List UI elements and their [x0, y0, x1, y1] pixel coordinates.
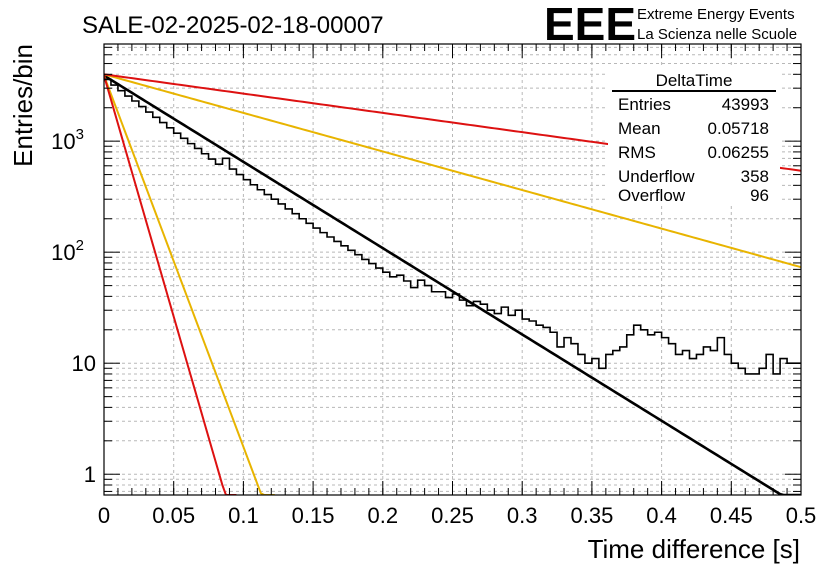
logo-line1: Extreme Energy Events: [637, 6, 795, 23]
y-axis-label: Entries/bin: [8, 44, 38, 167]
x-tick-label: 0.4: [646, 503, 677, 528]
fit-band-line: [104, 75, 237, 495]
stats-value-underflow: 358: [741, 167, 769, 186]
logo: EEE Extreme Energy Events La Scienza nel…: [544, 0, 797, 50]
stats-box: DeltaTime Entries 43993 Mean 0.05718 RMS…: [608, 66, 780, 206]
chart-title: SALE-02-2025-02-18-00007: [82, 12, 384, 39]
logo-line2: La Scienza nelle Scuole: [637, 26, 797, 43]
stats-label-underflow: Underflow: [618, 167, 695, 186]
fit-line: [104, 74, 801, 495]
axis-ticks: [103, 44, 802, 495]
histogram-line: [104, 78, 801, 375]
stats-name: DeltaTime: [656, 71, 733, 90]
fit-band-line: [104, 73, 801, 269]
fit-band-line: [104, 75, 275, 495]
y-tick-labels: 1 10 102 103: [51, 126, 96, 487]
y-tick-label: 10: [72, 351, 96, 376]
stats-label-entries: Entries: [618, 95, 671, 114]
stats-label-rms: RMS: [618, 143, 656, 162]
x-tick-label: 0.1: [228, 503, 259, 528]
x-tick-label: 0.15: [292, 503, 335, 528]
y-tick-label: 1: [84, 462, 96, 487]
y-tick-label: 102: [51, 237, 84, 265]
x-tick-label: 0.25: [431, 503, 474, 528]
stats-value-mean: 0.05718: [708, 119, 769, 138]
logo-mark: EEE: [544, 0, 636, 50]
stats-value-entries: 43993: [722, 95, 769, 114]
stats-value-rms: 0.06255: [708, 143, 769, 162]
x-tick-label: 0.3: [507, 503, 538, 528]
x-tick-label: 0.45: [710, 503, 753, 528]
x-tick-label: 0.2: [368, 503, 399, 528]
x-tick-labels: 0 0.05 0.1 0.15 0.2 0.25 0.3 0.35 0.4 0.45 0.5: [98, 503, 816, 528]
stats-box-background: [608, 66, 780, 206]
x-tick-label: 0.35: [570, 503, 613, 528]
stats-label-mean: Mean: [618, 119, 661, 138]
x-axis-label: Time difference [s]: [588, 534, 800, 564]
stats-value-overflow: 96: [750, 186, 769, 205]
x-tick-label: 0.5: [786, 503, 817, 528]
x-tick-label: 0.05: [152, 503, 195, 528]
y-tick-label: 103: [51, 126, 84, 154]
x-tick-label: 0: [98, 503, 110, 528]
stats-label-overflow: Overflow: [618, 186, 686, 205]
